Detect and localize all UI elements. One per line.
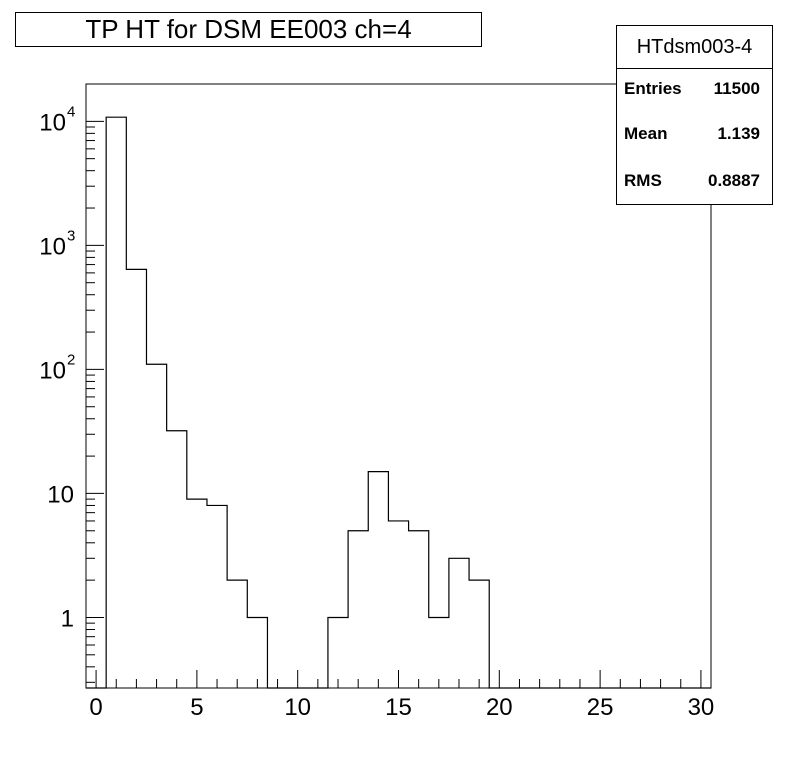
y-tick-label: 1 [61, 605, 74, 632]
axis-ticks [86, 83, 702, 688]
histogram-bin [227, 580, 247, 688]
x-tick-label: 15 [385, 694, 412, 721]
stats-histogram-name: HTdsm003-4 [617, 26, 772, 69]
stats-mean-label: Mean [624, 124, 668, 143]
histogram-bin [388, 521, 408, 688]
histogram-bin [187, 499, 207, 688]
y-tick-label: 10 2 [39, 351, 75, 384]
svg-text:3: 3 [67, 227, 75, 244]
stats-rms-label: RMS [624, 171, 662, 190]
stats-entries-value: 11500 [713, 79, 760, 98]
y-tick-label: 10 3 [39, 227, 75, 260]
stats-mean-row: Mean 1.139 [624, 124, 760, 144]
svg-text:4: 4 [67, 103, 75, 120]
histogram-bin [368, 472, 388, 688]
stats-entries-label: Entries [624, 79, 682, 98]
x-tick-label: 5 [190, 694, 203, 721]
histogram-bin [409, 531, 429, 688]
x-tick-label: 30 [688, 694, 715, 721]
stats-rms-value: 0.8887 [708, 171, 760, 190]
histogram-bin [449, 558, 469, 688]
svg-text:10: 10 [39, 233, 66, 260]
x-tick-label: 0 [89, 694, 102, 721]
svg-text:2: 2 [67, 351, 75, 368]
x-tick-label: 25 [587, 694, 614, 721]
svg-text:1: 1 [61, 605, 74, 632]
svg-text:10: 10 [39, 357, 66, 384]
stats-mean-value: 1.139 [717, 124, 760, 143]
histogram-bin [126, 269, 146, 688]
stats-entries-row: Entries 11500 [624, 79, 760, 99]
histogram-bins [106, 117, 489, 688]
stats-rms-row: RMS 0.8887 [624, 171, 760, 191]
histogram-bin [167, 431, 187, 688]
svg-text:10: 10 [39, 109, 66, 136]
x-tick-label: 20 [486, 694, 513, 721]
y-tick-label: 10 4 [39, 103, 75, 136]
histogram-bin [247, 617, 267, 688]
histogram-bin [207, 505, 227, 688]
x-tick-label: 10 [284, 694, 311, 721]
histogram-bin [328, 617, 348, 688]
histogram-bin [146, 364, 166, 688]
histogram-bin [469, 580, 489, 688]
y-tick-label: 10 [47, 481, 74, 508]
histogram-outline [86, 116, 711, 689]
chart-title: TP HT for DSM EE003 ch=4 [15, 12, 482, 47]
histogram-bin [348, 531, 368, 688]
histogram-bin [106, 117, 126, 688]
stats-box: HTdsm003-4 Entries 11500 Mean 1.139 RMS … [616, 25, 773, 205]
svg-text:10: 10 [47, 481, 74, 508]
histogram-bin [429, 617, 449, 688]
